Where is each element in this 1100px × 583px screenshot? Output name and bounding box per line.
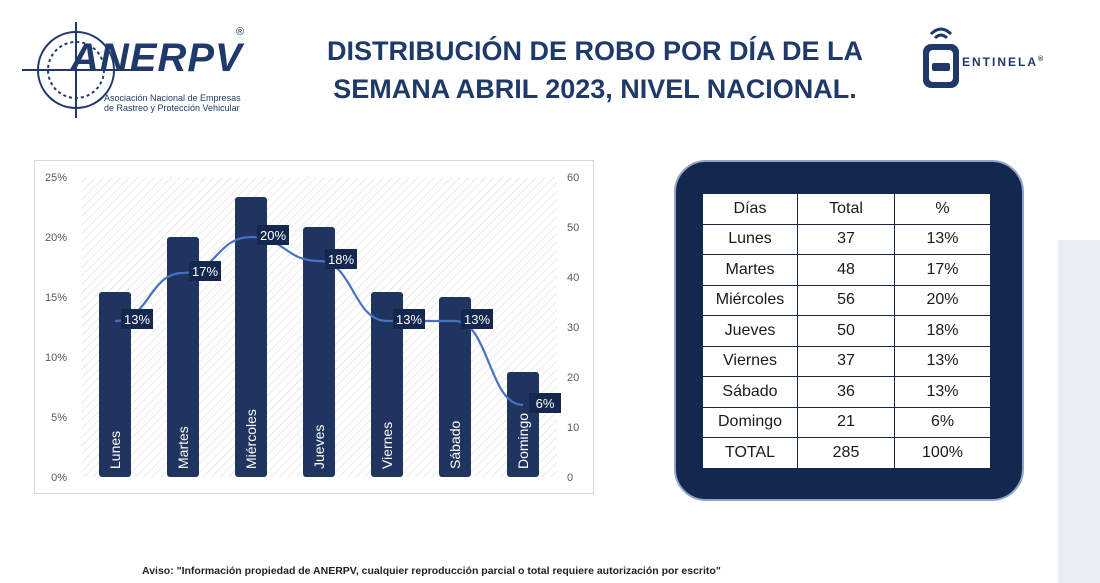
data-label-box <box>393 309 425 329</box>
category-label: Miércoles <box>243 409 259 469</box>
page-title: DISTRIBUCIÓN DE ROBO POR DÍA DE LA SEMAN… <box>290 32 900 108</box>
table-cell: 37 <box>797 223 895 255</box>
bar-line-chart: 0% 5% 10% 15% 20% 25% 0 10 20 30 40 50 60 Lunes Martes… <box>45 172 579 484</box>
table-cell: Domingo <box>702 406 798 438</box>
category-label: Lunes <box>107 431 123 469</box>
table-row: Martes 48 17% <box>702 254 991 286</box>
centinela-logo <box>915 20 1075 90</box>
title-line2: SEMANA ABRIL 2023, NIVEL NACIONAL. <box>333 74 857 104</box>
y-right-tick-label: 0 <box>567 472 573 484</box>
data-label: 18% <box>328 252 354 267</box>
y-left-tick-label: 15% <box>45 292 67 304</box>
table-cell: Martes <box>702 254 798 286</box>
table-cell: 100% <box>894 437 991 469</box>
table-cell: Total <box>797 193 895 225</box>
logo-name: ANERPV <box>70 36 243 80</box>
table-cell: 13% <box>894 223 991 255</box>
y-left-tick-label: 0% <box>51 472 67 484</box>
category-label: Sábado <box>447 421 463 469</box>
centinela-name: ENTINELA <box>962 55 1038 69</box>
data-label: 13% <box>464 312 490 327</box>
table-cell: Sábado <box>702 376 798 408</box>
data-label-box <box>257 225 289 245</box>
bar-sábado <box>439 297 471 477</box>
table-cell: 21 <box>797 406 895 438</box>
bar-martes <box>167 237 199 477</box>
data-label: 6% <box>536 396 555 411</box>
logo-registered-mark: ® <box>236 26 245 38</box>
y-right-tick-label: 10 <box>567 422 579 434</box>
y-right-tick-label: 30 <box>567 322 579 334</box>
table-row: Domingo 21 6% <box>702 406 991 438</box>
table-cell: 285 <box>797 437 895 469</box>
centinela-brand: ENTINELA® <box>962 55 1045 69</box>
y-left-tick-label: 25% <box>45 172 67 184</box>
logo-subtitle-line1: Asociación Nacional de Empresas <box>104 93 241 103</box>
table-cell: 13% <box>894 376 991 408</box>
y-right-tick-label: 60 <box>567 172 579 184</box>
y-right-tick-label: 20 <box>567 372 579 384</box>
bar-viernes <box>371 292 403 477</box>
car-signal-icon <box>923 27 959 88</box>
footer-notice: Aviso: "Información propiedad de ANERPV,… <box>142 565 721 577</box>
table-cell: 50 <box>797 315 895 347</box>
table-cell: TOTAL <box>702 437 798 469</box>
anerpv-logo <box>22 22 262 122</box>
bar-lunes <box>99 292 131 477</box>
data-label: 20% <box>260 228 286 243</box>
target-crosshair-icon <box>22 22 132 118</box>
data-label-box <box>189 261 221 281</box>
chart-frame: 0% 5% 10% 15% 20% 25% 0 10 20 30 40 50 60 Lunes Martes… <box>34 160 594 494</box>
days-table: Días Total% Lunes 37 13% Martes 48 17% Miércoles… <box>702 193 991 469</box>
logo-subtitle-line2: de Rastreo y Protección Vehicular <box>104 103 240 113</box>
category-label: Domingo <box>515 413 531 469</box>
bar-jueves <box>303 227 335 477</box>
table-row: Sábado 36 13% <box>702 376 991 408</box>
table-cell: Viernes <box>702 345 798 377</box>
category-label: Jueves <box>311 425 327 469</box>
y-right-tick-label: 50 <box>567 222 579 234</box>
category-label: Viernes <box>379 422 395 469</box>
category-label: Martes <box>175 426 191 469</box>
table-cell: Lunes <box>702 223 798 255</box>
table-row: Jueves 50 18% <box>702 315 991 347</box>
table-cell: 6% <box>894 406 991 438</box>
data-label-box <box>461 309 493 329</box>
table-cell: Miércoles <box>702 284 798 316</box>
table-cell: 48 <box>797 254 895 286</box>
data-label-box <box>529 393 561 413</box>
table-row: TOTAL 285 100% <box>702 437 991 469</box>
table-row: Miércoles 56 20% <box>702 284 991 316</box>
data-label-box <box>325 249 357 269</box>
table-cell: 13% <box>894 345 991 377</box>
table-cell: 56 <box>797 284 895 316</box>
table-cell: 18% <box>894 315 991 347</box>
table-row: Viernes 37 13% <box>702 345 991 377</box>
table-row: Lunes 37 13% <box>702 223 991 255</box>
table-cell: 20% <box>894 284 991 316</box>
centinela-reg: ® <box>1038 56 1046 63</box>
table-cell: 17% <box>894 254 991 286</box>
logo-subtitle: Asociación Nacional de Empresas de Rastr… <box>104 93 241 113</box>
table-cell: 37 <box>797 345 895 377</box>
y-left-tick-label: 10% <box>45 352 67 364</box>
y-left-tick-label: 5% <box>51 412 67 424</box>
decorative-dots-panel <box>1058 240 1100 583</box>
table-cell: 36 <box>797 376 895 408</box>
data-label: 13% <box>396 312 422 327</box>
table-cell: Jueves <box>702 315 798 347</box>
y-left-tick-label: 20% <box>45 232 67 244</box>
table-header-row: Días Total% <box>702 193 991 225</box>
title-line1: DISTRIBUCIÓN DE ROBO POR DÍA DE LA <box>326 36 864 66</box>
bar-miércoles <box>235 197 267 477</box>
data-label: 17% <box>192 264 218 279</box>
data-label: 13% <box>124 312 150 327</box>
table-cell: Días <box>702 193 798 225</box>
y-right-tick-label: 40 <box>567 272 579 284</box>
data-label-box <box>121 309 153 329</box>
table-cell: % <box>894 193 991 225</box>
